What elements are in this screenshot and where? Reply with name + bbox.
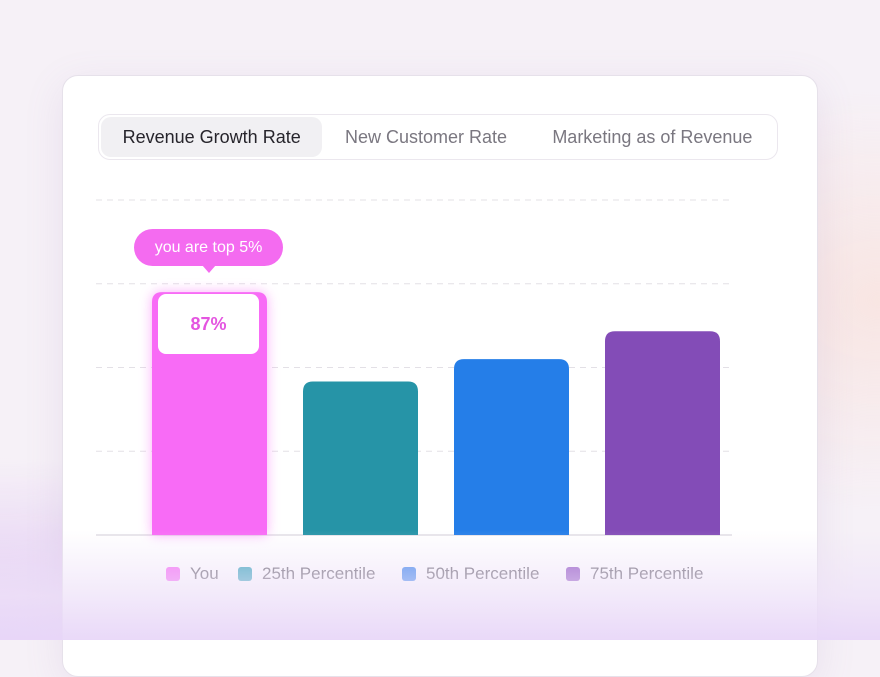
metric-tabs: Revenue Growth Rate New Customer Rate Ma… [98, 114, 778, 160]
legend-label-75th-percentile: 75th Percentile [590, 564, 704, 583]
legend-item-25th-percentile: 25th Percentile [238, 562, 375, 586]
legend-label-50th-percentile: 50th Percentile [426, 564, 540, 583]
bar-75th-percentile[interactable] [605, 331, 720, 535]
legend-swatch-25th-percentile [238, 567, 252, 581]
legend-item-you: You [166, 562, 219, 586]
bar-chart [96, 199, 732, 536]
chart-legend: You 25th Percentile 50th Percentile 75th… [0, 562, 880, 586]
you-value-label: 87% [158, 294, 259, 354]
legend-swatch-50th-percentile [402, 567, 416, 581]
bar-50th-percentile[interactable] [454, 359, 569, 535]
legend-item-50th-percentile: 50th Percentile [402, 562, 539, 586]
legend-item-75th-percentile: 75th Percentile [566, 562, 703, 586]
legend-swatch-you [166, 567, 180, 581]
legend-label-25th-percentile: 25th Percentile [262, 564, 376, 583]
legend-label-you: You [190, 564, 219, 583]
tab-new-customer-rate[interactable]: New Customer Rate [345, 126, 508, 147]
rank-tooltip: you are top 5% [134, 229, 283, 273]
tab-revenue-growth-rate[interactable]: Revenue Growth Rate [101, 117, 323, 157]
tab-marketing-as-of-revenue[interactable]: Marketing as of Revenue [552, 126, 753, 147]
bar-25th-percentile[interactable] [303, 381, 418, 535]
legend-swatch-75th-percentile [566, 567, 580, 581]
